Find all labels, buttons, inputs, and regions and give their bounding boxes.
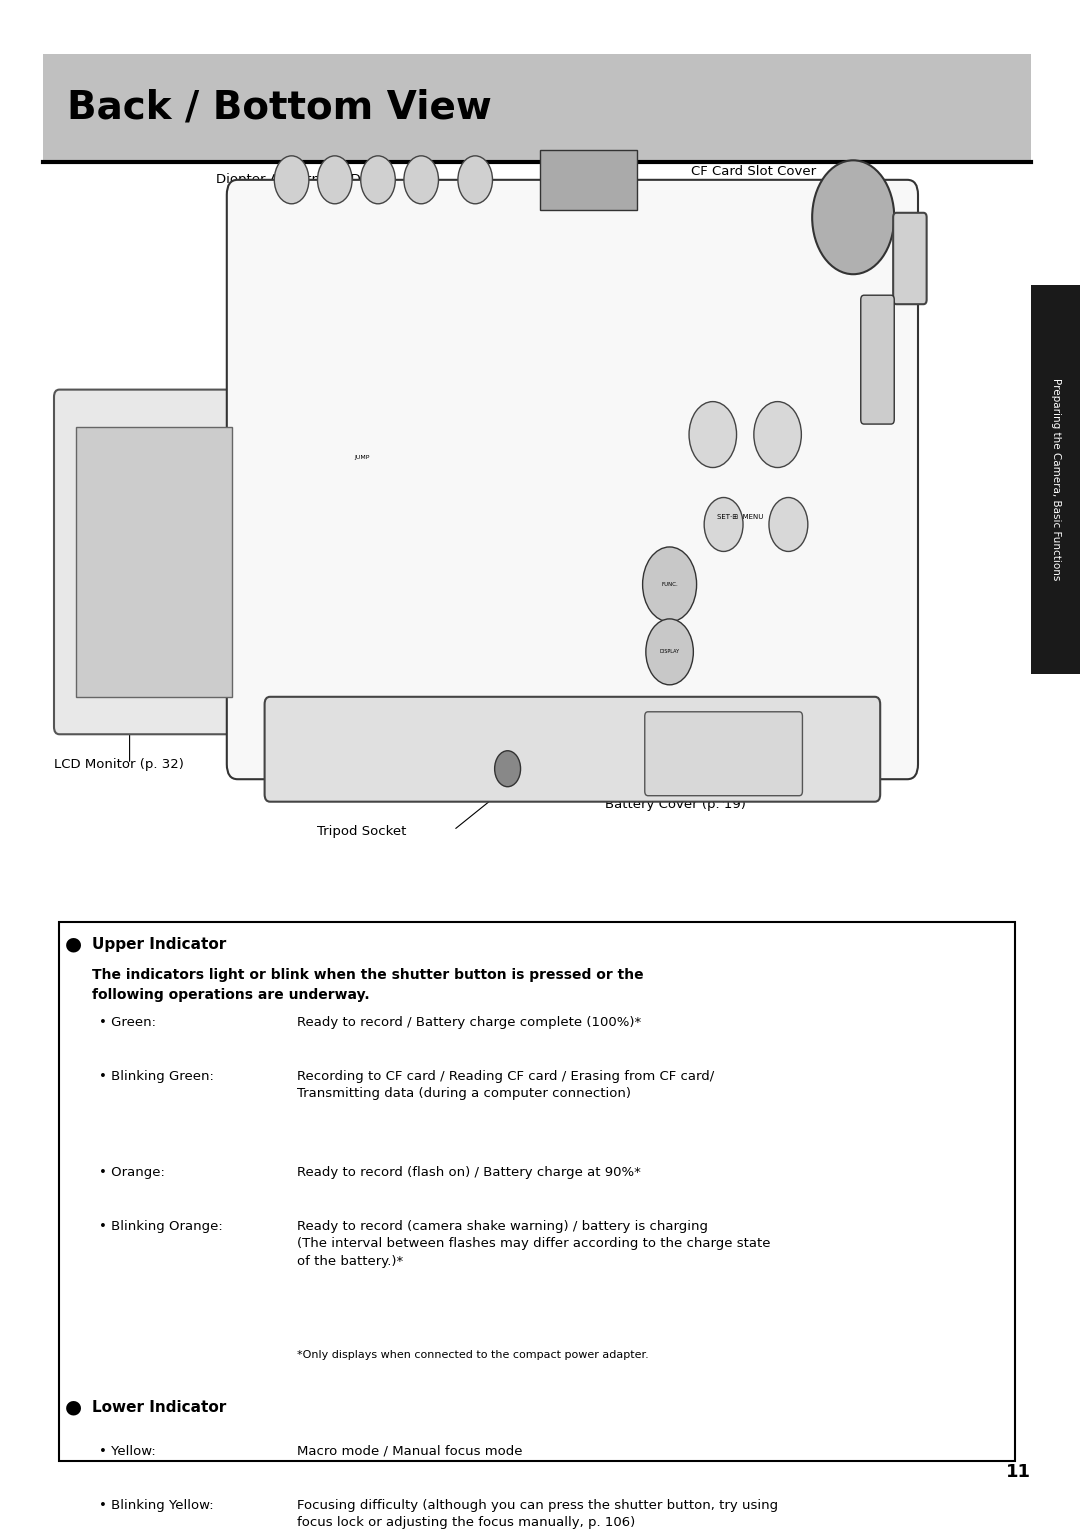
Text: Ready to record / Battery charge complete (100%)*: Ready to record / Battery charge complet… — [297, 1015, 642, 1029]
FancyBboxPatch shape — [76, 427, 232, 697]
Text: FUNC.: FUNC. — [661, 583, 678, 587]
Text: SET·⊞  MENU: SET·⊞ MENU — [717, 514, 762, 520]
Text: Strap Mount
(p. 27): Strap Mount (p. 27) — [680, 217, 762, 248]
Text: • Blinking Orange:: • Blinking Orange: — [99, 1220, 224, 1232]
Text: Ready to record (flash on) / Battery charge at 90%*: Ready to record (flash on) / Battery cha… — [297, 1165, 640, 1179]
Text: CF Card Slot Cover
(p. 22): CF Card Slot Cover (p. 22) — [691, 165, 816, 194]
Circle shape — [404, 156, 438, 203]
Text: Diopter Adjustment Dial (p. 38): Diopter Adjustment Dial (p. 38) — [216, 173, 424, 187]
Text: Recording to CF card / Reading CF card / Erasing from CF card/
Transmitting data: Recording to CF card / Reading CF card /… — [297, 1070, 714, 1101]
Text: DISPLAY: DISPLAY — [660, 650, 679, 654]
Circle shape — [495, 751, 521, 787]
Text: The indicators light or blink when the shutter button is pressed or the
followin: The indicators light or blink when the s… — [92, 968, 644, 1001]
Circle shape — [274, 156, 309, 203]
FancyBboxPatch shape — [265, 697, 880, 801]
Circle shape — [769, 497, 808, 552]
Circle shape — [754, 402, 801, 468]
Text: Back / Bottom View: Back / Bottom View — [67, 89, 491, 127]
Circle shape — [812, 161, 894, 274]
Text: • Blinking Yellow:: • Blinking Yellow: — [99, 1498, 214, 1512]
Text: Lower Indicator: Lower Indicator — [92, 1399, 226, 1414]
Circle shape — [704, 497, 743, 552]
Text: • Orange:: • Orange: — [99, 1165, 165, 1179]
Text: Preparing the Camera, Basic Functions: Preparing the Camera, Basic Functions — [1051, 378, 1062, 581]
FancyBboxPatch shape — [1031, 284, 1080, 674]
Circle shape — [689, 402, 737, 468]
Circle shape — [361, 156, 395, 203]
Text: 11: 11 — [1007, 1463, 1031, 1480]
Text: Focusing difficulty (although you can press the shutter button, try using
focus : Focusing difficulty (although you can pr… — [297, 1498, 778, 1529]
Circle shape — [643, 547, 697, 622]
Text: Battery Cover (p. 19): Battery Cover (p. 19) — [605, 798, 745, 812]
FancyBboxPatch shape — [43, 54, 1031, 162]
Text: ●: ● — [65, 934, 82, 954]
FancyBboxPatch shape — [54, 390, 254, 734]
FancyBboxPatch shape — [861, 295, 894, 424]
Circle shape — [458, 156, 492, 203]
FancyBboxPatch shape — [645, 713, 802, 795]
Text: Ready to record (camera shake warning) / battery is charging
(The interval betwe: Ready to record (camera shake warning) /… — [297, 1220, 770, 1268]
FancyBboxPatch shape — [893, 213, 927, 304]
Text: JUMP: JUMP — [354, 454, 369, 460]
Circle shape — [646, 619, 693, 685]
Text: Tripod Socket: Tripod Socket — [318, 826, 406, 838]
FancyBboxPatch shape — [227, 180, 918, 780]
Text: LCD Monitor (p. 32): LCD Monitor (p. 32) — [54, 758, 184, 771]
Text: Macro mode / Manual focus mode: Macro mode / Manual focus mode — [297, 1445, 523, 1457]
Text: • Yellow:: • Yellow: — [99, 1445, 157, 1457]
Text: • Blinking Green:: • Blinking Green: — [99, 1070, 214, 1083]
FancyBboxPatch shape — [540, 150, 637, 209]
Text: Viewfinder (p. 38): Viewfinder (p. 38) — [313, 211, 432, 223]
FancyBboxPatch shape — [59, 922, 1015, 1462]
Text: ●: ● — [65, 1398, 82, 1416]
Text: • Green:: • Green: — [99, 1015, 157, 1029]
Text: Upper Indicator: Upper Indicator — [92, 937, 226, 951]
Text: *Only displays when connected to the compact power adapter.: *Only displays when connected to the com… — [297, 1350, 649, 1361]
Circle shape — [318, 156, 352, 203]
